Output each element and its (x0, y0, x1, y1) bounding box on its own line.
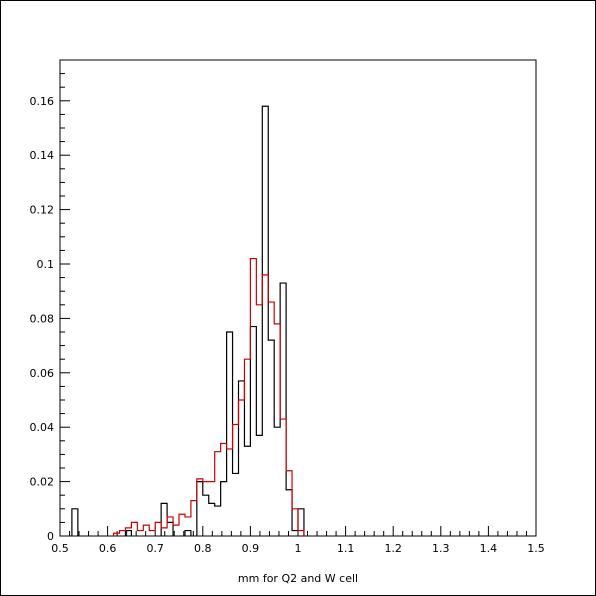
x-tick-label: 0.7 (146, 542, 164, 555)
x-tick-label: 1 (295, 542, 302, 555)
histogram-bin (215, 452, 221, 536)
series-layer (71, 105, 305, 536)
histogram-bin (185, 517, 191, 536)
histogram-bin (161, 528, 167, 536)
y-tick-label: 0 (47, 530, 54, 543)
histogram-bin (221, 444, 227, 536)
y-tick-label: 0.04 (30, 421, 55, 434)
series-1 (112, 257, 305, 536)
histogram-bin (120, 531, 126, 536)
histogram-bin (244, 359, 250, 536)
x-tick-label: 0.5 (51, 542, 69, 555)
histogram-outline (112, 257, 305, 536)
x-tick-label: 0.6 (99, 542, 117, 555)
y-axis: 0 0.02 0.04 0.06 0.08 0.1 0.12 0.14 0.16 (30, 59, 70, 543)
x-tick-label: 1.5 (527, 542, 545, 555)
histogram-bin (179, 514, 185, 536)
y-tick-label: 0.12 (30, 204, 55, 217)
y-tick-label: 0.16 (30, 95, 55, 108)
histogram-bin (286, 471, 292, 536)
y-tick-label: 0.08 (30, 312, 55, 325)
y-tick-label: 0.06 (30, 367, 55, 380)
histogram-bin (280, 419, 286, 536)
histogram-bin (155, 522, 161, 536)
histogram-bin (298, 531, 304, 536)
histogram-bin (239, 400, 245, 536)
histogram-bin (143, 525, 149, 536)
histogram-bin (191, 501, 197, 536)
histogram-bin (197, 479, 203, 536)
histogram-bin (149, 531, 155, 536)
histogram-bin (233, 424, 239, 536)
x-tick-label: 0.8 (194, 542, 212, 555)
y-tick-label: 0.1 (37, 258, 55, 271)
x-tick-label: 1.1 (337, 542, 355, 555)
histogram-bin (274, 324, 280, 536)
x-tick-label: 1.3 (432, 542, 450, 555)
histogram-bin (268, 302, 274, 536)
x-tick-label: 1.2 (384, 542, 402, 555)
histogram-bin (292, 509, 298, 536)
histogram-bin (256, 305, 262, 536)
series-0 (71, 105, 305, 536)
x-tick-label: 1.4 (480, 542, 498, 555)
histogram-bin (137, 531, 143, 536)
histogram-bin (167, 517, 173, 536)
histogram-bin (227, 449, 233, 536)
histogram-bin (250, 259, 256, 536)
histogram-bin (173, 525, 179, 536)
y-tick-label: 0.14 (30, 149, 55, 162)
histogram-bin (125, 528, 131, 536)
x-axis-title: mm for Q2 and W cell (238, 572, 358, 585)
histogram-outline (71, 105, 305, 536)
y-tick-label: 0.02 (30, 476, 55, 489)
histogram-bin (72, 509, 78, 536)
histogram-bin (203, 482, 209, 536)
histogram-bin (209, 482, 215, 536)
x-tick-label: 0.9 (242, 542, 260, 555)
x-axis: 0.5 0.6 0.7 0.8 0.9 1 1.1 1.2 1.3 1.4 1.5 (51, 526, 545, 555)
histogram-bin (131, 522, 137, 536)
histogram-bin (262, 275, 268, 536)
